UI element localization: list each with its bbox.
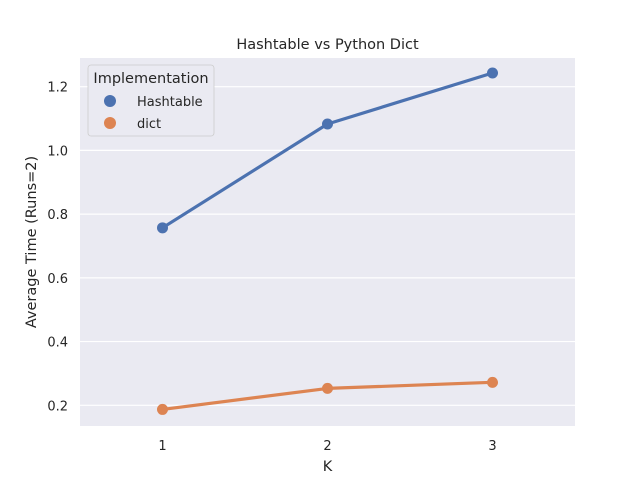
y-tick-label: 1.0	[47, 144, 68, 159]
legend-label-dict: dict	[137, 117, 161, 132]
data-point-dict	[487, 376, 498, 388]
y-tick-label: 0.6	[47, 272, 68, 287]
legend-marker-dict	[104, 117, 116, 129]
axis-ticks: 0.2 0.4 0.6 0.8 1.0 1.2 1 2 3	[47, 81, 496, 454]
y-axis-label: Average Time (Runs=2)	[24, 156, 40, 328]
y-tick-label: 0.2	[47, 399, 68, 414]
y-tick-label: 0.4	[47, 336, 68, 351]
data-point-dict	[157, 403, 168, 415]
x-tick-label: 1	[158, 439, 166, 454]
legend-frame	[87, 64, 215, 137]
chart-title: Hashtable vs Python Dict	[236, 37, 419, 53]
legend-title: Implementation	[93, 71, 208, 87]
legend: Implementation Hashtable dict	[87, 64, 215, 137]
y-tick-label: 0.8	[47, 208, 68, 223]
x-tick-label: 3	[488, 439, 496, 454]
legend-marker-hashtable	[104, 95, 116, 107]
data-point-hashtable	[487, 67, 498, 79]
data-point-dict	[322, 382, 333, 394]
x-axis-label: K	[323, 459, 333, 475]
legend-label-hashtable: Hashtable	[137, 95, 203, 110]
y-tick-label: 1.2	[47, 81, 68, 96]
x-tick-label: 2	[323, 439, 331, 454]
series-group	[157, 67, 498, 415]
data-point-hashtable	[322, 118, 333, 130]
data-point-hashtable	[157, 222, 168, 234]
